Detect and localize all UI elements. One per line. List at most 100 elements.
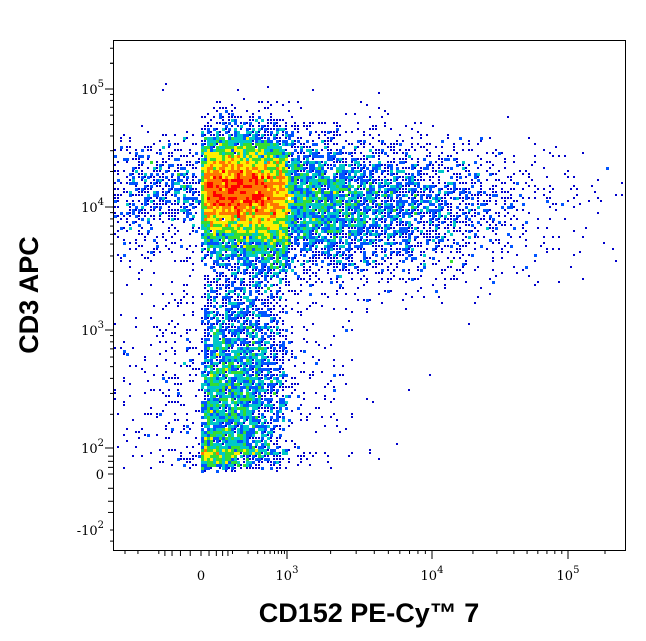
data-point [240, 287, 243, 290]
data-point [351, 167, 354, 170]
data-point [204, 200, 207, 203]
data-point [276, 158, 279, 161]
data-point [351, 218, 354, 221]
data-point [246, 317, 249, 320]
data-point [192, 230, 194, 232]
data-point [201, 233, 204, 236]
data-point [345, 233, 347, 235]
data-point [294, 146, 296, 148]
data-point [201, 242, 204, 245]
data-point [183, 173, 186, 176]
data-point [204, 317, 207, 320]
data-point [318, 197, 321, 200]
data-point [576, 194, 578, 196]
data-point [390, 236, 392, 238]
data-point [174, 170, 176, 172]
data-point [441, 272, 443, 274]
data-point [264, 257, 267, 260]
data-point [342, 182, 345, 185]
data-point [216, 353, 219, 356]
data-point [423, 236, 425, 238]
data-point [126, 218, 128, 220]
data-point [318, 203, 321, 206]
data-point [300, 236, 303, 239]
data-point [147, 155, 150, 158]
data-point [243, 350, 246, 353]
data-point [339, 134, 341, 136]
data-point [222, 116, 224, 118]
data-point [267, 251, 270, 254]
data-point [240, 176, 243, 179]
data-point [423, 167, 426, 170]
data-point [132, 200, 134, 202]
data-point [243, 320, 246, 323]
data-point [381, 203, 383, 205]
data-point [303, 242, 306, 245]
data-point [231, 269, 233, 271]
data-point [195, 206, 197, 208]
data-point [432, 284, 434, 286]
data-point [360, 152, 362, 154]
data-point [288, 239, 291, 242]
data-point [360, 218, 363, 221]
data-point [210, 287, 213, 290]
data-point [276, 185, 279, 188]
data-point [324, 251, 327, 254]
data-point [450, 197, 452, 199]
data-point [297, 278, 299, 280]
data-point [270, 329, 273, 332]
data-point [273, 164, 276, 167]
data-point [282, 173, 285, 176]
data-point [393, 233, 396, 236]
data-point [372, 128, 374, 130]
data-point [510, 194, 512, 196]
data-point [327, 254, 330, 257]
data-point [369, 185, 372, 188]
data-point [402, 191, 404, 193]
data-point [204, 212, 207, 215]
data-point [573, 176, 575, 178]
data-point [207, 278, 209, 280]
data-point [282, 218, 285, 221]
data-point [207, 302, 209, 304]
data-point [204, 146, 207, 149]
data-point [468, 143, 470, 145]
data-point [186, 164, 188, 166]
data-point [306, 227, 309, 230]
data-point [348, 212, 351, 215]
data-point [369, 194, 372, 197]
data-point [252, 242, 254, 244]
data-point [390, 164, 393, 167]
data-point [117, 197, 119, 199]
data-point [243, 308, 245, 310]
data-point [282, 233, 285, 236]
data-point [183, 194, 186, 197]
data-point [228, 347, 230, 349]
data-point [285, 185, 288, 188]
data-point [366, 167, 369, 170]
data-point [486, 209, 489, 212]
data-point [459, 215, 461, 217]
data-point [201, 248, 204, 251]
data-point [249, 266, 251, 268]
data-point [264, 128, 267, 131]
data-point [294, 173, 297, 176]
data-point [411, 203, 414, 206]
data-point [315, 224, 318, 227]
data-point [300, 146, 303, 149]
data-point [255, 290, 258, 293]
data-point [291, 356, 293, 358]
data-point [354, 206, 357, 209]
data-point [375, 191, 378, 194]
data-point [246, 338, 248, 340]
data-point [147, 218, 150, 221]
data-point [321, 173, 324, 176]
data-point [264, 305, 266, 307]
data-point [243, 257, 246, 260]
data-point [222, 347, 225, 350]
data-point [264, 344, 266, 346]
data-point [339, 218, 342, 221]
data-point [459, 269, 461, 271]
data-point [174, 227, 176, 229]
data-point [477, 173, 480, 176]
